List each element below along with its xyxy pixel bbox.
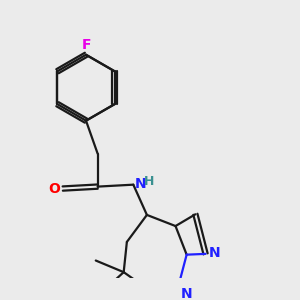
Text: N: N — [209, 246, 220, 260]
Text: H: H — [144, 175, 154, 188]
Text: F: F — [81, 38, 91, 52]
Text: N: N — [181, 287, 193, 300]
Text: N: N — [135, 177, 146, 191]
Text: O: O — [48, 182, 60, 196]
